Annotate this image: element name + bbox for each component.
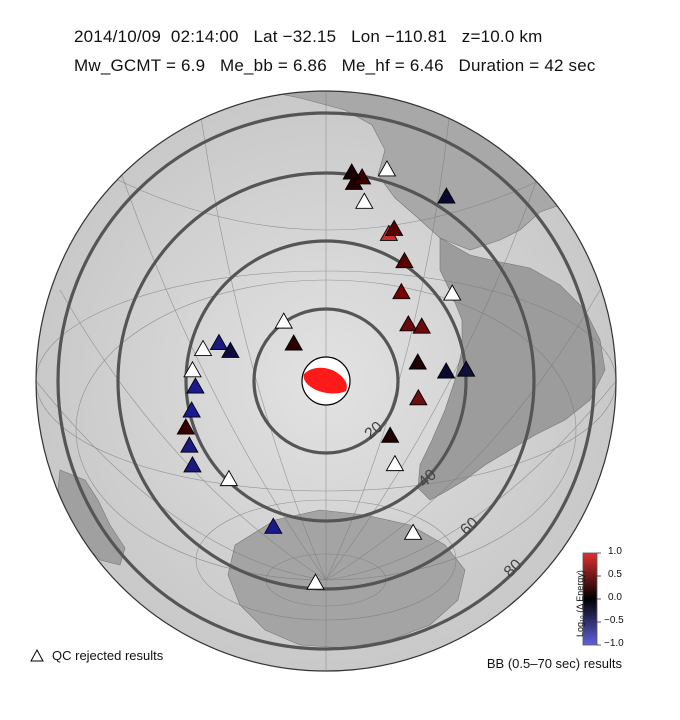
station-marker xyxy=(437,187,456,204)
colorbar-tick-5: −1.0 xyxy=(604,638,624,649)
station-marker xyxy=(342,163,361,180)
event-header-line-2: Mw_GCMT = 6.9 Me_bb = 6.86 Me_hf = 6.46 … xyxy=(74,56,596,75)
station-marker xyxy=(399,314,418,332)
ring-40 xyxy=(184,239,468,523)
bb-legend-label: BB (0.5–70 sec) results xyxy=(486,656,622,671)
station-marker xyxy=(380,426,400,443)
station-qc-rejected xyxy=(377,160,397,177)
ring-80 xyxy=(56,111,596,651)
ring-20 xyxy=(252,307,400,455)
station-markers xyxy=(176,160,476,590)
qc-triangle-icon xyxy=(30,649,44,662)
station-marker xyxy=(186,377,205,394)
station-qc-rejected xyxy=(274,312,293,329)
station-marker xyxy=(412,317,432,334)
qc-legend-label: QC rejected results xyxy=(52,648,164,663)
station-marker xyxy=(284,334,303,351)
station-marker xyxy=(392,282,411,300)
station-qc-rejected xyxy=(183,360,202,378)
distance-rings xyxy=(56,111,596,651)
station-marker xyxy=(408,353,428,370)
station-qc-rejected xyxy=(193,339,213,357)
station-qc-rejected xyxy=(442,284,462,301)
station-marker xyxy=(180,436,199,453)
station-qc-rejected xyxy=(306,573,325,590)
colorbar-tick-4: −0.5 xyxy=(604,615,624,626)
focal-mechanism-beachball xyxy=(301,356,351,406)
energy-colorbar xyxy=(582,552,601,646)
ring-60 xyxy=(116,171,536,591)
station-marker xyxy=(183,456,202,473)
station-qc-rejected xyxy=(385,454,405,472)
land-south-america xyxy=(417,237,606,501)
station-qc-rejected xyxy=(219,469,239,487)
station-marker xyxy=(395,251,414,269)
colorbar-gradient xyxy=(582,552,598,646)
event-header-line-1: 2014/10/09 02:14:00 Lat −32.15 Lon −110.… xyxy=(74,27,543,46)
colorbar-tick-1: 1.0 xyxy=(608,546,622,557)
colorbar-tick-2: 0.5 xyxy=(608,569,622,580)
station-marker xyxy=(264,517,283,534)
land-antarctica xyxy=(227,509,466,649)
station-marker xyxy=(456,360,476,377)
station-marker xyxy=(409,388,428,406)
station-qc-rejected xyxy=(355,192,374,209)
station-marker xyxy=(384,219,404,236)
qc-legend: QC rejected results xyxy=(30,648,163,663)
station-qc-rejected xyxy=(403,523,423,540)
colorbar-title: Log₁₀ (Δ Energy) xyxy=(575,570,585,637)
station-marker xyxy=(209,333,229,350)
station-marker xyxy=(176,418,196,435)
land-australia-edge xyxy=(36,539,81,601)
station-marker xyxy=(182,401,201,418)
station-marker xyxy=(436,362,456,379)
colorbar-tick-3: 0.0 xyxy=(608,592,622,603)
globe-outline xyxy=(35,90,617,672)
